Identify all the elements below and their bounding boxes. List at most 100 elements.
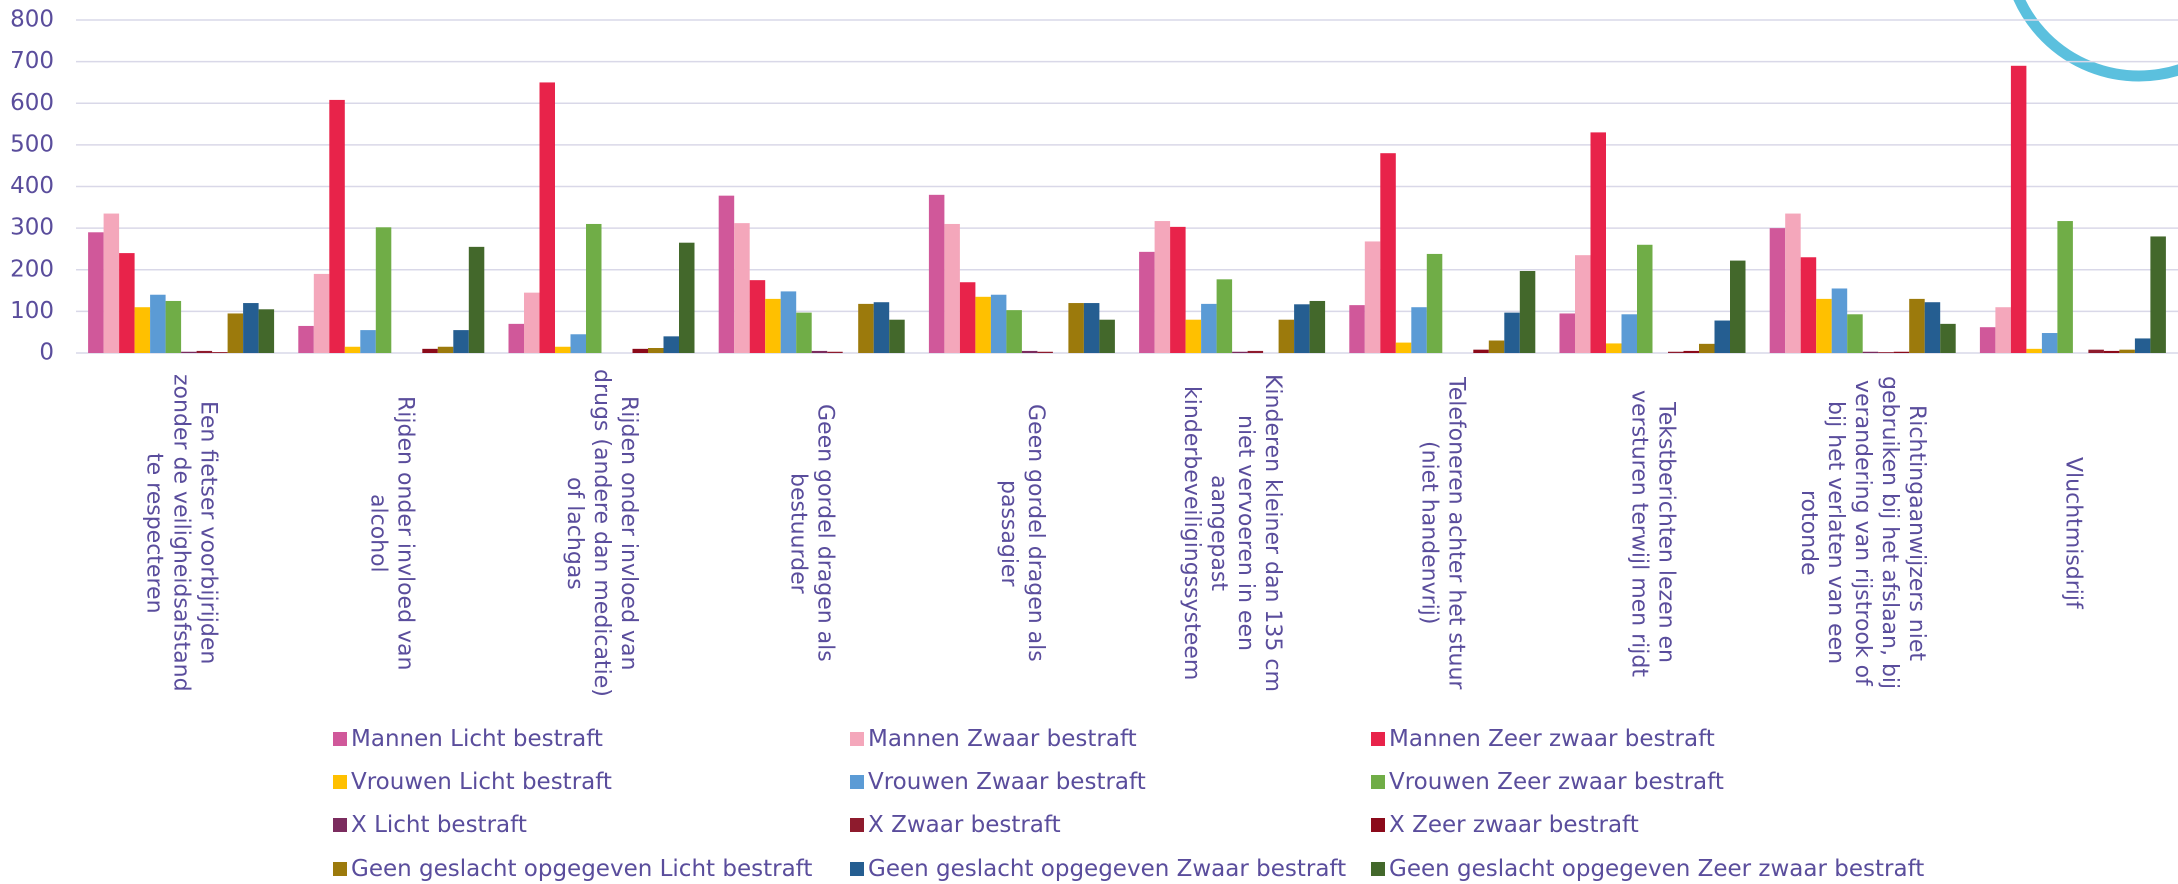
bar [1488, 340, 1505, 353]
y-tick-label: 800 [10, 7, 54, 33]
bar [718, 195, 735, 353]
y-tick-label: 400 [10, 173, 54, 199]
bar [2088, 349, 2104, 353]
bar [1426, 253, 1443, 353]
bar [1294, 304, 1310, 353]
bar [196, 350, 213, 353]
legend-swatch [850, 818, 864, 832]
bar [344, 346, 361, 353]
legend-label: Geen geslacht opgegeven Zeer zwaar bestr… [1389, 856, 1925, 882]
y-tick-label: 600 [10, 90, 54, 116]
bar [1232, 351, 1248, 353]
y-tick-label: 300 [10, 215, 54, 241]
legend-label: X Zwaar bestraft [868, 812, 1061, 838]
bar [453, 330, 469, 353]
bar [632, 348, 648, 353]
bar [928, 194, 945, 353]
bar [1185, 319, 1202, 353]
bar [2103, 350, 2120, 353]
legend-swatch [850, 775, 864, 789]
bar [1800, 257, 1817, 353]
bar [959, 282, 976, 353]
bar [1606, 343, 1622, 353]
bar [1349, 305, 1365, 353]
bar [1575, 255, 1591, 353]
bar [1006, 310, 1022, 353]
bar [181, 351, 197, 353]
bar [1714, 320, 1730, 353]
bar [734, 223, 750, 353]
bar [1730, 260, 1746, 353]
y-tick-label: 0 [39, 340, 54, 366]
legend-label: Geen geslacht opgegeven Zwaar bestraft [868, 856, 1347, 882]
bar [889, 319, 905, 353]
x-tick-label: Telefoneren achter het stuur (niet hande… [1416, 376, 1469, 690]
legend-label: X Licht bestraft [351, 812, 527, 838]
bar [313, 273, 330, 353]
bar [1364, 241, 1381, 353]
bar [749, 280, 766, 353]
legend-item: Geen geslacht opgegeven Zeer zwaar bestr… [1371, 856, 1924, 882]
y-tick-label: 700 [10, 48, 54, 74]
legend-swatch [1371, 818, 1385, 832]
bar [1940, 323, 1956, 353]
bar [329, 99, 345, 353]
bar [1247, 350, 1264, 353]
y-tick-label: 500 [10, 131, 54, 157]
bar [648, 348, 664, 353]
bar [1559, 313, 1575, 353]
legend-swatch [1371, 732, 1385, 746]
bar [2119, 349, 2135, 353]
bar [165, 300, 182, 353]
bar [134, 307, 151, 353]
bar [780, 291, 797, 353]
bar [2134, 338, 2151, 353]
bar [2010, 65, 2027, 353]
bar [2026, 348, 2042, 353]
legend-label: Mannen Zeer zwaar bestraft [1389, 726, 1715, 752]
legend-swatch [333, 775, 347, 789]
bar [1278, 319, 1295, 353]
bar [1621, 314, 1637, 353]
bar [88, 232, 104, 353]
y-tick-label: 100 [10, 298, 54, 324]
x-tick-label: Geen gordel dragen als bestuurder [785, 404, 838, 662]
bar [1831, 288, 1848, 353]
bar [539, 82, 555, 353]
bar [119, 253, 135, 353]
legend-label: Vrouwen Zeer zwaar bestraft [1389, 769, 1724, 795]
bar [1637, 244, 1653, 353]
bar [1847, 314, 1863, 353]
bar [468, 246, 485, 353]
bar [1769, 228, 1786, 353]
bar [1411, 307, 1427, 353]
bar [227, 313, 244, 353]
bar [1909, 298, 1925, 353]
legend-label: Geen geslacht opgegeven Licht bestraft [351, 856, 813, 882]
bar [1068, 303, 1084, 353]
bar [103, 213, 120, 353]
bar [360, 330, 376, 353]
legend-label: X Zeer zwaar bestraft [1389, 812, 1639, 838]
bar [258, 309, 275, 353]
bar [2057, 221, 2073, 353]
x-tick-label: Een fietser voorbijrijden zonder de veil… [141, 374, 221, 692]
x-tick-label: Tekstberichten lezen en versturen terwij… [1626, 389, 1679, 677]
bar [1201, 303, 1217, 353]
legend-item: Mannen Zeer zwaar bestraft [1371, 726, 1715, 752]
bar [1519, 270, 1536, 353]
x-tick-label: Geen gordel dragen als passagier [995, 404, 1048, 662]
bar [1893, 351, 1910, 353]
bar [1037, 351, 1053, 353]
y-tick-label: 200 [10, 256, 54, 282]
bar [298, 325, 314, 353]
bar [437, 346, 454, 353]
bar [422, 348, 438, 353]
legend-swatch [1371, 775, 1385, 789]
x-tick-label: Kinderen kleiner dan 135 cm niet vervoer… [1179, 374, 1286, 692]
bar [858, 303, 874, 353]
bar [811, 350, 828, 353]
bar [524, 292, 540, 353]
bar [1504, 312, 1520, 353]
